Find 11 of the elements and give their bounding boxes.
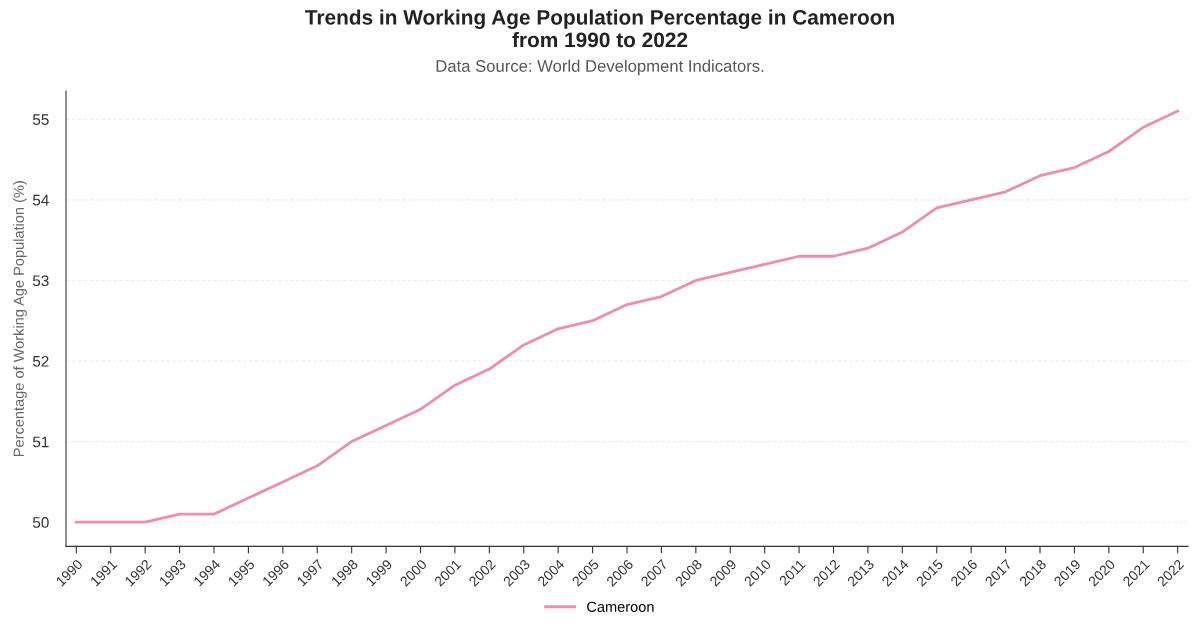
chart-title: Trends in Working Age Population Percentage in Cameroon from 1990 to 2022: [305, 9, 894, 48]
y-tick-label: 52: [32, 355, 49, 367]
legend-label: Cameroon: [587, 601, 654, 612]
y-tick-label: 54: [32, 194, 49, 206]
y-tick-label: 53: [32, 275, 49, 287]
y-tick-label: 55: [32, 114, 49, 125]
line-series: [74, 109, 1180, 524]
chart-subtitle: Data Source: World Development Indicators.: [436, 59, 764, 76]
y-tick-label: 51: [32, 436, 49, 448]
y-tick-label: 50: [32, 517, 49, 528]
y-axis-title: Percentage of Working Age Population (%): [13, 181, 27, 456]
